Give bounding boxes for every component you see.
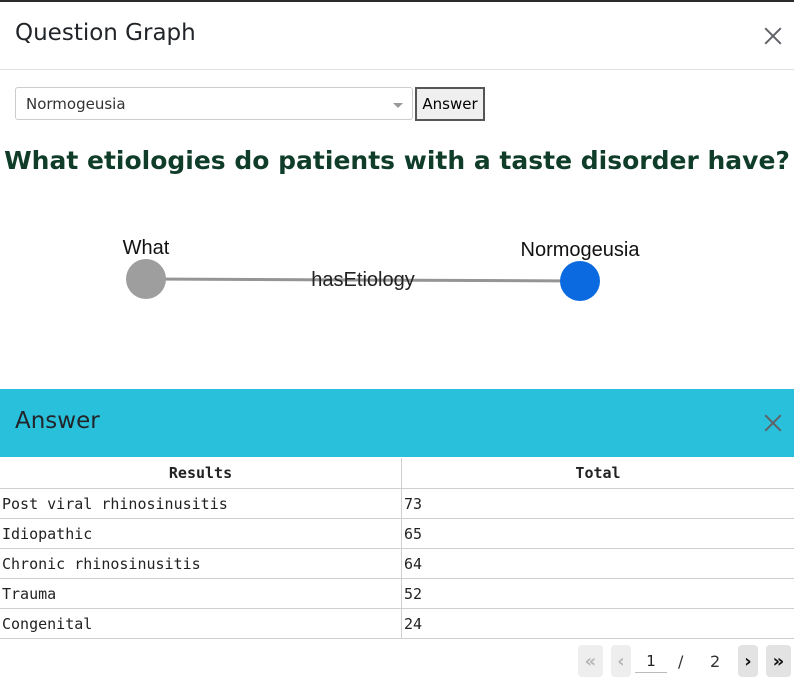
total-cell: 73 bbox=[401, 488, 794, 519]
table-header-row: Results Total bbox=[0, 458, 794, 489]
close-icon[interactable] bbox=[761, 411, 785, 435]
total-cell: 65 bbox=[401, 518, 794, 549]
column-header-results[interactable]: Results bbox=[0, 458, 402, 489]
double-chevron-right-icon: » bbox=[772, 650, 785, 672]
page-separator: / bbox=[678, 652, 684, 671]
table-row[interactable]: Idiopathic 65 bbox=[0, 518, 794, 549]
total-cell: 64 bbox=[401, 548, 794, 579]
node-what-label: What bbox=[123, 237, 170, 259]
result-cell: Congenital bbox=[0, 608, 402, 639]
result-cell: Chronic rhinosinusitis bbox=[0, 548, 402, 579]
close-icon[interactable] bbox=[761, 24, 785, 48]
node-what[interactable] bbox=[126, 259, 166, 299]
answer-button[interactable]: Answer bbox=[415, 87, 485, 121]
prev-page-button[interactable]: ‹ bbox=[611, 645, 631, 677]
concept-select[interactable]: Normogeusia bbox=[15, 87, 413, 120]
first-page-button[interactable]: « bbox=[578, 645, 603, 677]
double-chevron-left-icon: « bbox=[584, 650, 597, 672]
result-cell: Trauma bbox=[0, 578, 402, 609]
answer-header: Answer bbox=[0, 389, 794, 457]
total-cell: 52 bbox=[401, 578, 794, 609]
result-cell: Post viral rhinosinusitis bbox=[0, 488, 402, 519]
page-input[interactable] bbox=[635, 650, 667, 673]
table-row[interactable]: Trauma 52 bbox=[0, 578, 794, 609]
select-value: Normogeusia bbox=[26, 95, 126, 113]
chevron-down-icon bbox=[393, 103, 403, 108]
results-table: Results Total Post viral rhinosinusitis … bbox=[0, 458, 794, 639]
table-row[interactable]: Post viral rhinosinusitis 73 bbox=[0, 488, 794, 519]
chevron-left-icon: ‹ bbox=[617, 650, 625, 672]
table-row[interactable]: Congenital 24 bbox=[0, 608, 794, 639]
chevron-right-icon: › bbox=[744, 650, 752, 672]
answer-title: Answer bbox=[15, 408, 100, 434]
edge-label: hasEtiology bbox=[311, 269, 414, 291]
modal-title: Question Graph bbox=[15, 20, 196, 46]
node-normogeusia-label: Normogeusia bbox=[521, 239, 641, 261]
table-row[interactable]: Chronic rhinosinusitis 64 bbox=[0, 548, 794, 579]
question-graph: hasEtiology What Normogeusia bbox=[123, 237, 641, 301]
node-normogeusia[interactable] bbox=[560, 261, 600, 301]
last-page-button[interactable]: » bbox=[766, 645, 791, 677]
window-top-border bbox=[0, 0, 794, 2]
question-graph-header: Question Graph bbox=[0, 2, 794, 70]
next-page-button[interactable]: › bbox=[738, 645, 758, 677]
column-header-total[interactable]: Total bbox=[401, 458, 794, 489]
result-cell: Idiopathic bbox=[0, 518, 402, 549]
page-total: 2 bbox=[710, 652, 721, 671]
question-text: What etiologies do patients with a taste… bbox=[4, 146, 790, 175]
graph-edge bbox=[145, 277, 581, 283]
total-cell: 24 bbox=[401, 608, 794, 639]
